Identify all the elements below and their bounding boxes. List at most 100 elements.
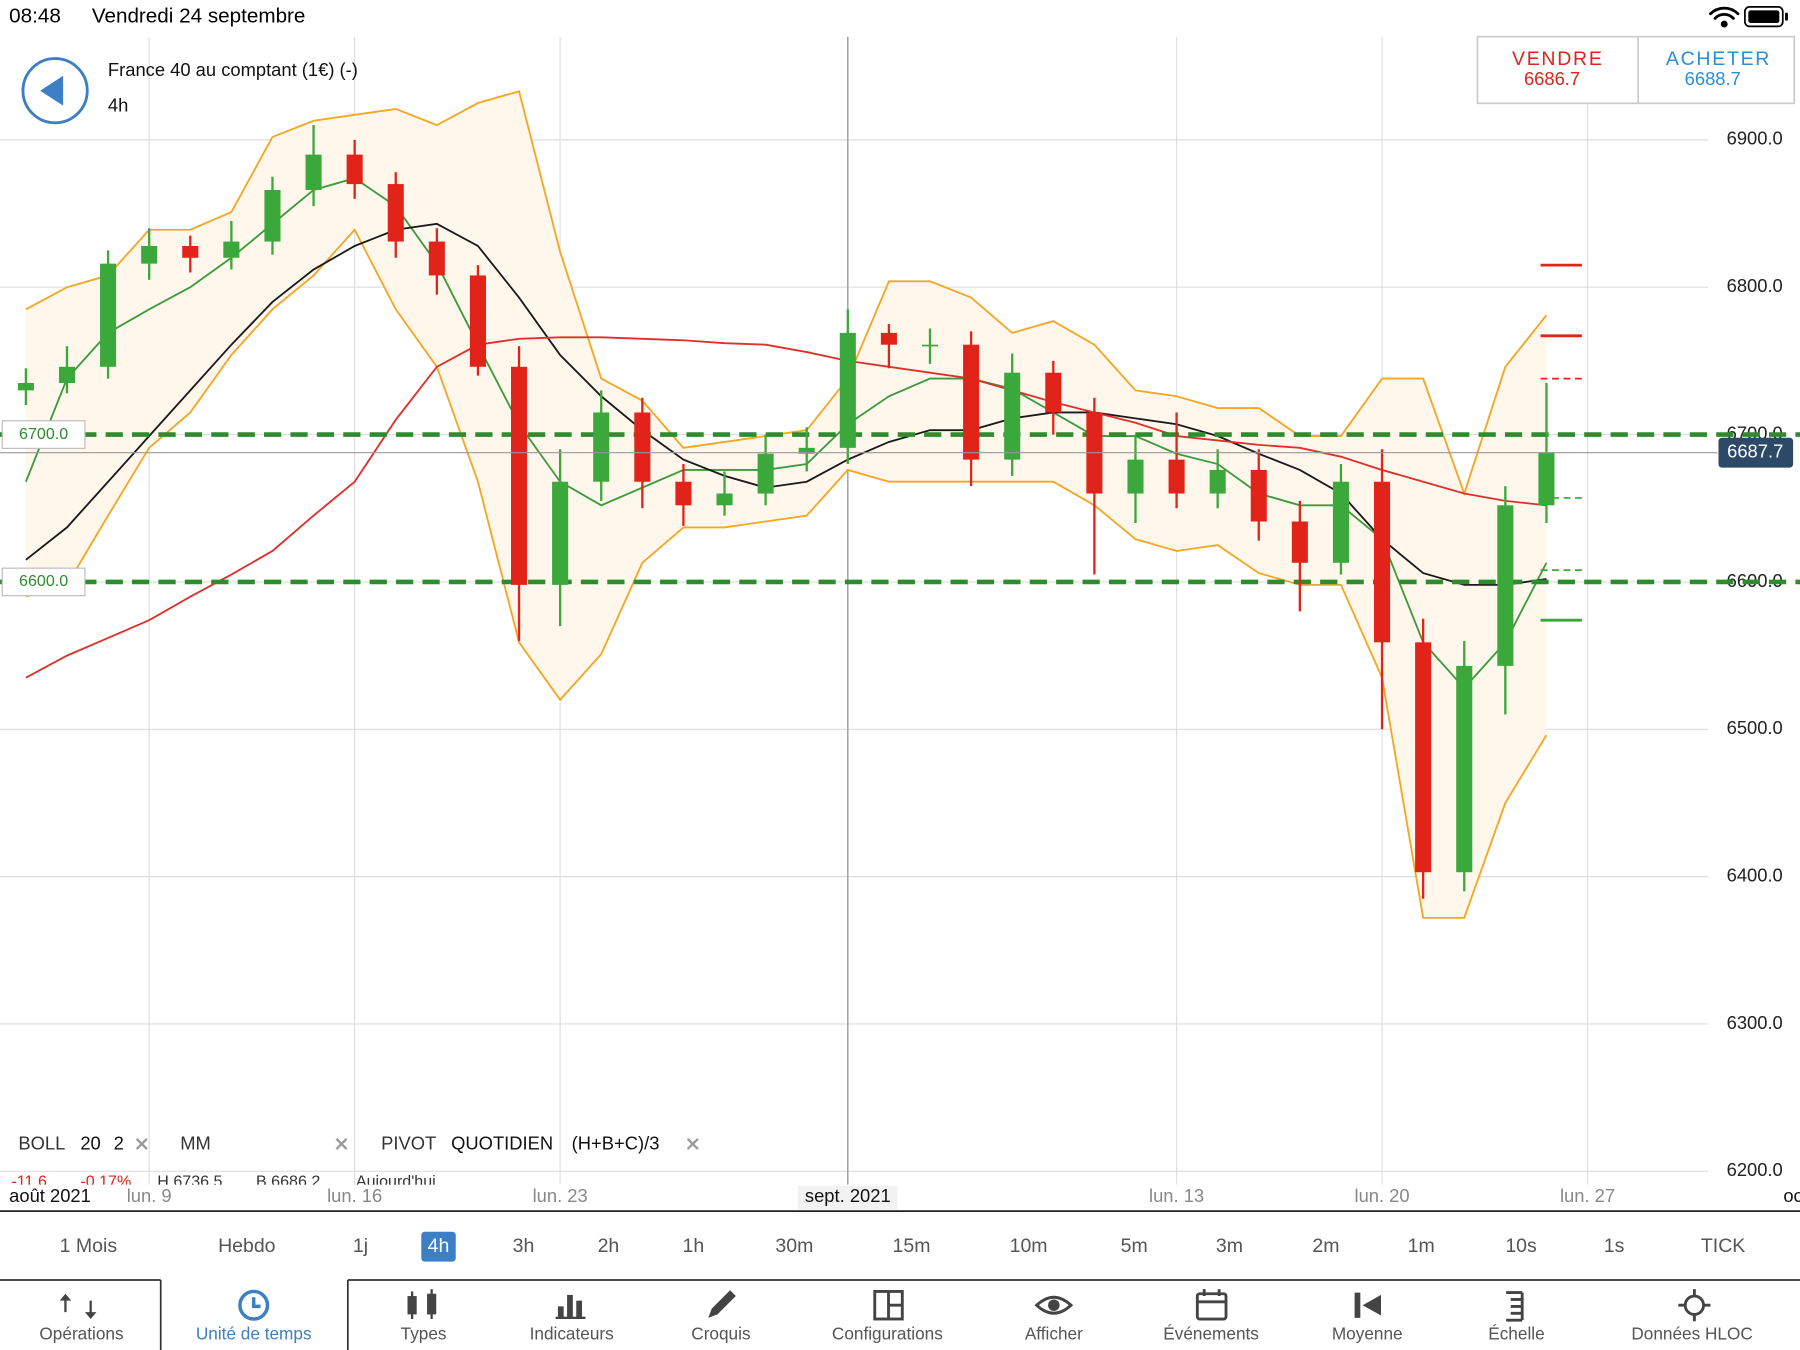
y-tick-label: 6400.0	[1727, 864, 1783, 885]
last-price-label: 6687.7	[1727, 441, 1783, 462]
legend-boll-close[interactable]	[135, 1137, 148, 1150]
candle-body	[757, 453, 774, 494]
candle-body	[1374, 481, 1391, 643]
legend-mm: MM	[180, 1132, 211, 1153]
sell-button[interactable]: VENDRE 6686.7	[1512, 48, 1604, 89]
toolbar-item[interactable]: Échelle	[1488, 1324, 1544, 1344]
toolbar-item[interactable]: Croquis	[691, 1324, 750, 1344]
sell-price: 6686.7	[1524, 68, 1580, 89]
toolbar-item[interactable]: Opérations	[39, 1324, 123, 1344]
timeframe-item[interactable]: TICK	[1701, 1235, 1745, 1257]
icon-average	[1354, 1292, 1381, 1318]
x-tick-label: lun. 23	[533, 1185, 588, 1206]
toolbar-item[interactable]: Indicateurs	[530, 1324, 614, 1344]
icon-types	[407, 1289, 437, 1320]
legend-pivot-formula: (H+B+C)/3	[572, 1132, 660, 1153]
candle-body	[1209, 469, 1226, 494]
status-time: 08:48	[9, 5, 61, 28]
timeframe-item[interactable]: 3h	[513, 1235, 535, 1257]
pivot-label-box	[1, 567, 86, 597]
candle-body	[552, 481, 569, 585]
candle-body	[1538, 452, 1555, 506]
last-price-box	[1718, 437, 1794, 468]
candle-body	[1415, 642, 1432, 873]
y-tick-label: 6500.0	[1727, 717, 1783, 738]
toolbar-item[interactable]: Événements	[1163, 1324, 1259, 1344]
x-tick-label: lun. 27	[1560, 1185, 1615, 1206]
timeframe-items: 1 Mois Hebdo 1j 4h 3h 2h 1h 30m 15m 10m 5m 3m 2m 1m 10…	[60, 1231, 1745, 1262]
candle-body	[921, 344, 939, 347]
icon-scale	[1506, 1291, 1524, 1322]
timeframe-item[interactable]: Hebdo	[218, 1235, 276, 1257]
back-button[interactable]	[21, 57, 89, 125]
x-month-bg	[798, 1185, 898, 1210]
candle-body	[182, 245, 199, 258]
timeframe-item[interactable]: 1j	[353, 1235, 368, 1257]
timeframe-item[interactable]: 4h	[428, 1235, 450, 1257]
icon-events	[1195, 1289, 1228, 1321]
toolbar-items: Opérations Unité de temps Types Indicateurs…	[39, 1324, 1752, 1344]
x-month-label: août 2021	[9, 1185, 91, 1206]
x-axis-strip	[0, 1184, 1800, 1212]
x-axis: lun. 9 lun. 16 lun. 23 lun. 13 lun. 20 lun. 2…	[9, 1185, 1800, 1210]
candle-body	[963, 344, 980, 460]
battery-icon	[1744, 6, 1788, 28]
timeframe-item[interactable]: 5m	[1121, 1235, 1148, 1257]
buy-button[interactable]: ACHETER 6688.7	[1666, 48, 1771, 89]
candle-body	[264, 189, 281, 242]
timeframe-item[interactable]: 1 Mois	[60, 1235, 118, 1257]
timeframe-item[interactable]: 2h	[598, 1235, 620, 1257]
legend-mm-close[interactable]	[335, 1137, 348, 1150]
candle-body	[1456, 665, 1473, 873]
candle-body	[798, 447, 815, 454]
legend-boll: BOLL	[18, 1132, 65, 1153]
timeframe-item[interactable]: 1m	[1408, 1235, 1435, 1257]
timeframe-item[interactable]: 1h	[683, 1235, 705, 1257]
toolbar-item[interactable]: Moyenne	[1332, 1324, 1403, 1344]
candle-body	[1045, 372, 1062, 413]
candle-body	[58, 366, 76, 384]
timeframe-item[interactable]: 10s	[1505, 1235, 1537, 1257]
timeframe-item[interactable]: 10m	[1010, 1235, 1048, 1257]
boll-lower	[25, 228, 1548, 919]
timeframe-label: 4h	[108, 95, 128, 116]
timeframe-item[interactable]: 30m	[775, 1235, 813, 1257]
candle-body	[223, 241, 240, 258]
timeframe-item[interactable]: 2m	[1312, 1235, 1339, 1257]
legend-pivot-mode: QUOTIDIEN	[451, 1132, 553, 1153]
toolbar-item[interactable]: Unité de temps	[196, 1324, 312, 1344]
y-tick-label: 6200.0	[1727, 1159, 1783, 1180]
candle-body	[511, 366, 528, 585]
buy-label: ACHETER	[1666, 48, 1771, 70]
icon-time	[238, 1289, 270, 1321]
toolbar-item[interactable]: Afficher	[1025, 1324, 1083, 1344]
candle-body	[593, 412, 610, 482]
timeframe-item[interactable]: 1s	[1604, 1235, 1625, 1257]
candle-body	[100, 263, 117, 367]
y-tick-label: 6300.0	[1727, 1012, 1783, 1033]
toolbar-item[interactable]: Configurations	[832, 1324, 943, 1344]
y-tick-label: 6900.0	[1727, 128, 1783, 149]
candle-body	[469, 275, 486, 367]
candle-body	[1004, 372, 1021, 460]
trade-box	[1476, 35, 1796, 105]
icon-configurations	[873, 1290, 904, 1321]
boll-band-fill	[25, 91, 1547, 918]
toolbar-item[interactable]: Types	[401, 1324, 447, 1344]
status-date: Vendredi 24 septembre	[92, 5, 306, 28]
candle-body	[634, 412, 651, 482]
candle-body	[675, 481, 692, 506]
timeframe-selected-bg	[421, 1231, 456, 1262]
pivot-label: 6600.0	[19, 572, 68, 590]
toolbar-item[interactable]: Données HLOC	[1631, 1324, 1752, 1344]
timeframe-item[interactable]: 15m	[893, 1235, 931, 1257]
candle-body	[428, 241, 445, 276]
timeframe-item[interactable]: 3m	[1216, 1235, 1243, 1257]
x-tick-label: lun. 13	[1149, 1185, 1204, 1206]
legend-pivot-close[interactable]	[686, 1137, 699, 1150]
candle-body	[346, 154, 363, 185]
sell-label: VENDRE	[1512, 48, 1604, 70]
candle-body	[1497, 505, 1514, 666]
icon-hloc	[1678, 1289, 1711, 1322]
